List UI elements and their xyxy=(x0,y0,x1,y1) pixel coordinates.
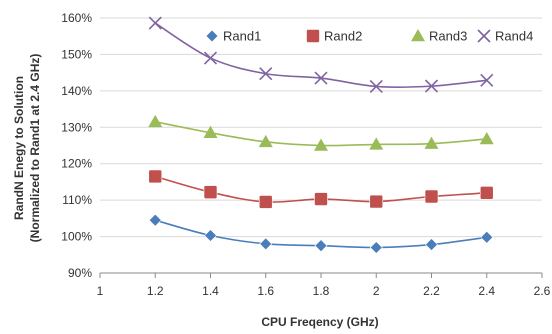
x-tick-label: 2 xyxy=(373,284,380,298)
legend-rand1-marker xyxy=(205,29,219,43)
y-tick-label: 140% xyxy=(61,84,92,98)
legend-rand1-label: Rand1 xyxy=(223,29,261,44)
x-tick-label: 1.6 xyxy=(257,284,274,298)
legend-item-rand1: Rand1 xyxy=(205,29,261,44)
x-tick-label: 1.2 xyxy=(147,284,164,298)
y-tick-label: 100% xyxy=(61,230,92,244)
series-rand3-point xyxy=(479,131,494,145)
y-tick-label: 150% xyxy=(61,47,92,61)
legend-rand3-marker xyxy=(411,29,425,42)
series-rand3 xyxy=(148,114,494,151)
series-rand3-point xyxy=(203,125,218,138)
series-rand4-point xyxy=(148,16,162,30)
series-rand2-point xyxy=(314,192,328,206)
series-rand1 xyxy=(148,213,494,254)
series-rand1-point xyxy=(480,230,494,244)
legend-rand4-label: Rand4 xyxy=(495,29,533,44)
series-rand4 xyxy=(148,16,494,94)
x-tick-label: 2.4 xyxy=(478,284,495,298)
series-rand2-point xyxy=(148,169,163,184)
series-rand1-point xyxy=(425,238,438,252)
x-tick-label: 1.8 xyxy=(313,284,330,298)
series-rand3-point xyxy=(148,114,163,128)
legend-rand4-marker xyxy=(477,29,491,43)
series-rand4-point xyxy=(424,79,439,93)
series-rand3-point xyxy=(369,137,384,150)
x-axis-title: CPU Freqency (GHz) xyxy=(261,315,378,329)
series-rand2-point xyxy=(203,185,218,199)
series-rand3-point xyxy=(314,138,328,151)
y-tick-label: 110% xyxy=(62,193,92,207)
legend-item-rand2: Rand2 xyxy=(306,29,362,44)
legend-rand2-marker xyxy=(306,29,320,43)
x-tick-label: 2.6 xyxy=(534,284,551,298)
y-tick-label: 120% xyxy=(61,157,92,171)
series-group xyxy=(148,16,494,254)
series-rand4-point xyxy=(480,73,494,87)
x-tick-label: 1.4 xyxy=(202,284,219,298)
gridlines xyxy=(100,17,542,238)
series-rand4-point xyxy=(369,79,383,94)
y-tick-label: 160% xyxy=(61,11,92,25)
series-rand4-point xyxy=(203,51,218,65)
series-rand1-point xyxy=(259,237,273,251)
series-rand4-point xyxy=(259,67,273,81)
y-axis-title-line2: (Normalized to Rand1 at 2.4 GHz) xyxy=(28,54,42,243)
series-rand1-point xyxy=(148,213,162,227)
series-rand2-point xyxy=(479,186,494,200)
legend-rand2-label: Rand2 xyxy=(324,29,362,44)
series-rand2 xyxy=(148,169,494,209)
series-rand3-point xyxy=(424,136,439,149)
y-tick-label: 130% xyxy=(61,120,92,134)
series-rand1-point xyxy=(204,229,217,242)
legend-item-rand4: Rand4 xyxy=(477,29,533,44)
legend-rand3-label: Rand3 xyxy=(429,29,467,44)
series-rand2-point xyxy=(258,195,273,209)
series-rand2-point xyxy=(369,194,384,209)
y-tick-label: 90% xyxy=(68,266,92,280)
series-rand4-point xyxy=(314,71,328,85)
series-rand1-point xyxy=(369,241,383,254)
series-rand3-point xyxy=(258,134,273,148)
legend-item-rand3: Rand3 xyxy=(411,29,467,44)
x-axis-tick-labels: 1 1.2 1.4 1.6 1.8 2 2.2 2.4 2.6 xyxy=(97,273,551,298)
legend: Rand1 Rand2 Rand3 Rand4 xyxy=(205,29,533,44)
x-tick-label: 2.2 xyxy=(423,284,440,298)
series-rand1-point xyxy=(314,239,328,253)
y-axis-tick-labels: 90% 100% 110% 120% 130% 140% 150% 160% xyxy=(61,11,92,280)
y-axis-title-line1: RandN Enegy to Solution xyxy=(12,76,26,220)
x-tick-label: 1 xyxy=(97,284,104,298)
series-rand2-point xyxy=(424,189,439,204)
